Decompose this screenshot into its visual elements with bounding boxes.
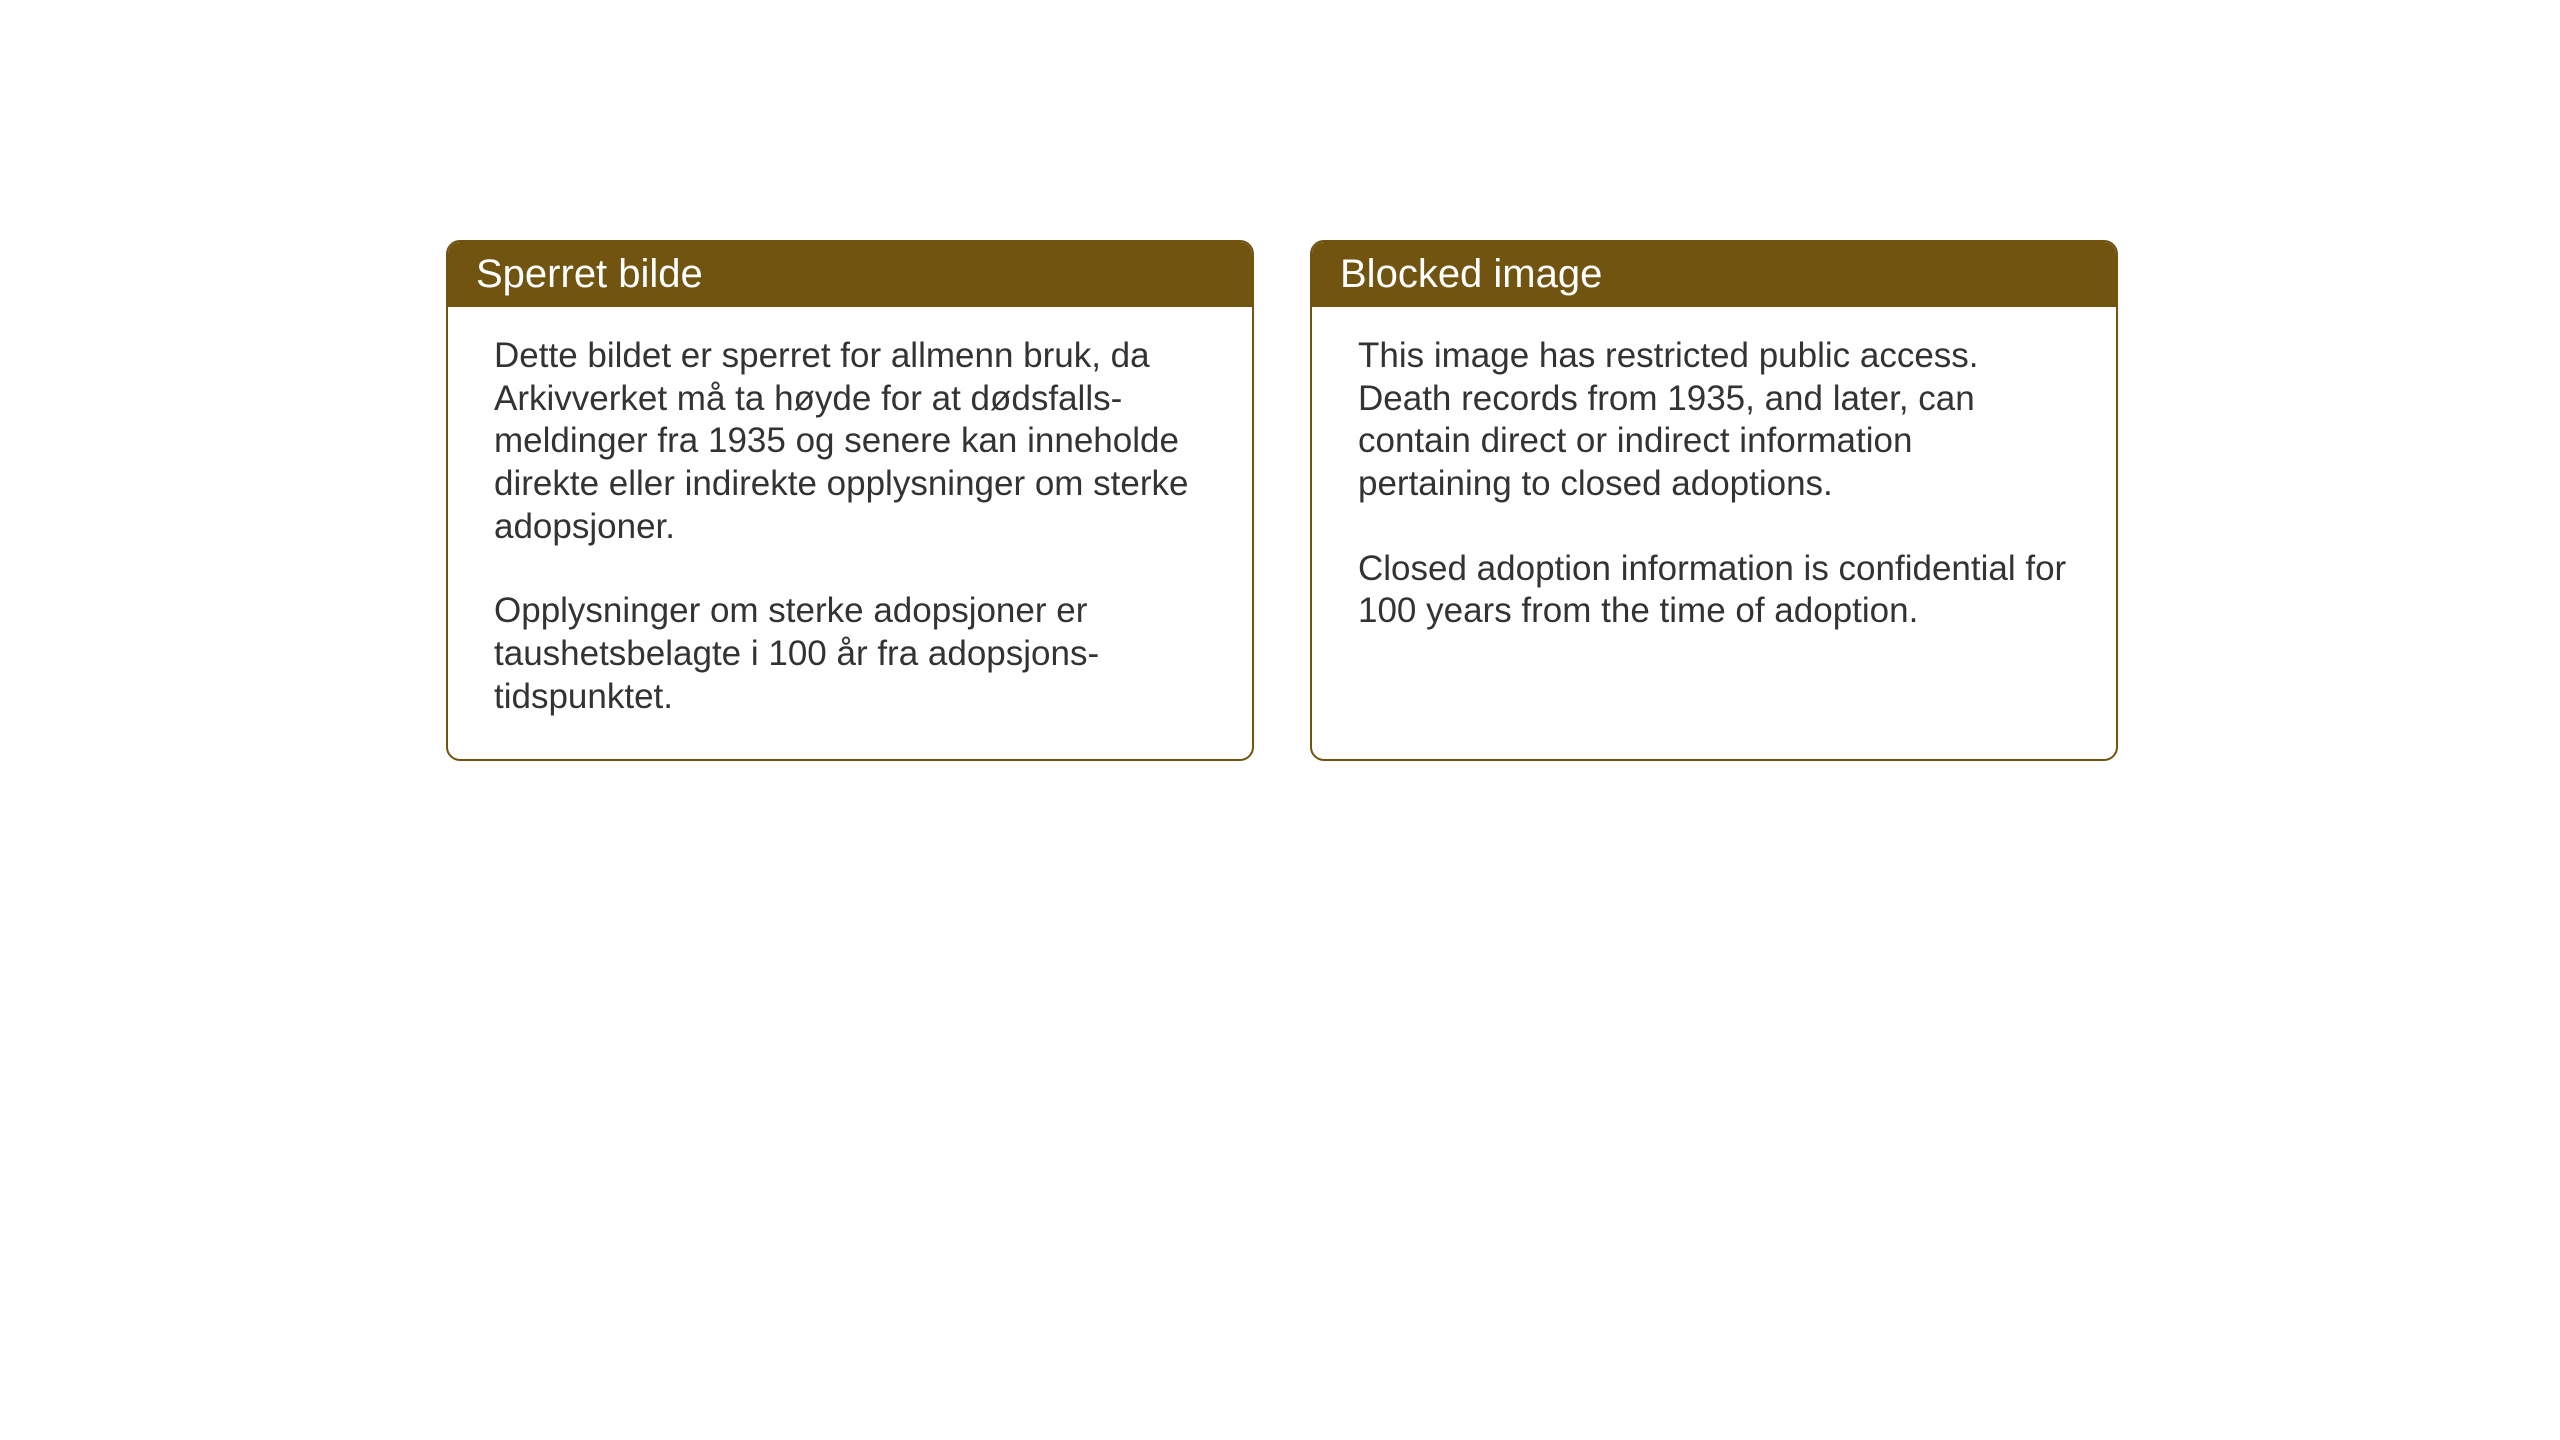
card-english: Blocked image This image has restricted … — [1310, 240, 2118, 761]
cards-container: Sperret bilde Dette bildet er sperret fo… — [446, 240, 2118, 761]
card-english-title: Blocked image — [1340, 252, 1602, 296]
card-english-paragraph-1: This image has restricted public access.… — [1358, 335, 2070, 506]
card-norwegian-title: Sperret bilde — [476, 252, 703, 296]
card-norwegian-header: Sperret bilde — [448, 242, 1252, 307]
card-english-paragraph-2: Closed adoption information is confident… — [1358, 548, 2070, 633]
card-norwegian: Sperret bilde Dette bildet er sperret fo… — [446, 240, 1254, 761]
card-english-body: This image has restricted public access.… — [1312, 307, 2116, 673]
card-norwegian-body: Dette bildet er sperret for allmenn bruk… — [448, 307, 1252, 759]
card-norwegian-paragraph-2: Opplysninger om sterke adopsjoner er tau… — [494, 590, 1206, 718]
card-norwegian-paragraph-1: Dette bildet er sperret for allmenn bruk… — [494, 335, 1206, 548]
card-english-header: Blocked image — [1312, 242, 2116, 307]
